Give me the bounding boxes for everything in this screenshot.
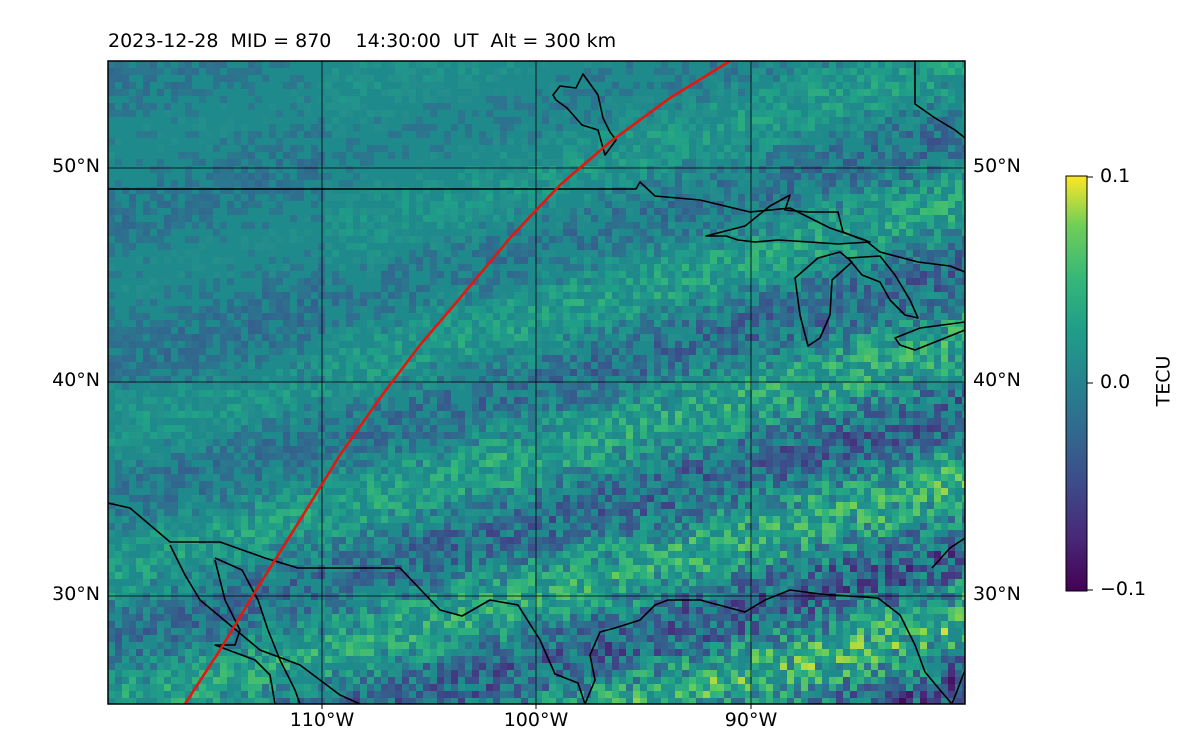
- hudson-bay-coast-east: [914, 61, 965, 139]
- coastlines: [108, 61, 965, 704]
- lon-label-90w: 90°W: [724, 709, 778, 731]
- colorbar: [1065, 175, 1088, 592]
- lat-label-left-50n: 50°N: [52, 155, 100, 177]
- satellite-track: [183, 61, 731, 704]
- tec-cells: [108, 61, 965, 704]
- lat-label-right-40n: 40°N: [973, 369, 1021, 391]
- colorbar-tick-min: −0.1: [1100, 578, 1147, 600]
- hudson-bay-coast-west: [552, 73, 617, 156]
- lon-label-110w: 110°W: [289, 709, 355, 731]
- us-mexico-border: [108, 502, 586, 704]
- lat-label-left-30n: 30°N: [52, 583, 100, 605]
- gridlines: [108, 61, 965, 704]
- colorbar-ticks: [1087, 176, 1093, 591]
- lake-erie-ontario: [894, 321, 965, 351]
- lake-michigan: [794, 251, 853, 347]
- florida-peninsula: [931, 537, 965, 704]
- mexico-pacific-coast: [169, 544, 361, 704]
- map-title: 2023-12-28 MID = 870 14:30:00 UT Alt = 3…: [108, 30, 617, 52]
- us-canada-border: [108, 181, 965, 273]
- lat-label-right-50n: 50°N: [973, 155, 1021, 177]
- gulf-coast: [584, 589, 953, 704]
- lake-superior: [705, 194, 871, 245]
- lake-huron: [847, 255, 919, 319]
- colorbar-label: TECU: [1152, 355, 1175, 407]
- baja-california: [214, 557, 301, 704]
- lat-label-left-40n: 40°N: [52, 369, 100, 391]
- baja-inner: [214, 559, 276, 704]
- axis-ticks: [321, 704, 752, 709]
- colorbar-tick-max: 0.1: [1100, 165, 1131, 187]
- lat-label-right-30n: 30°N: [973, 583, 1021, 605]
- colorbar-tick-zero: 0.0: [1100, 371, 1131, 393]
- lon-label-100w: 100°W: [503, 709, 569, 731]
